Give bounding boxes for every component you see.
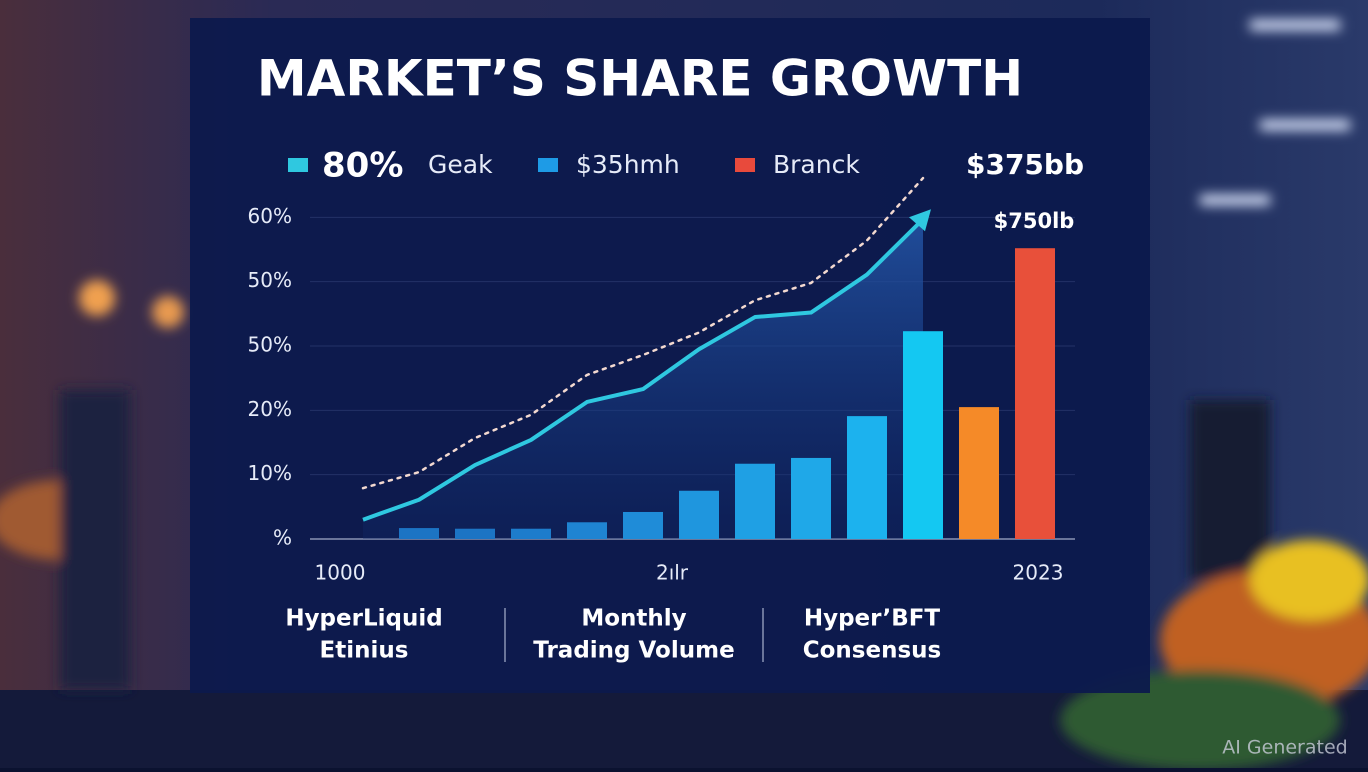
legend-swatch [538, 158, 558, 172]
plot: % 10% 20% 50% 50% 60% 1000 2ılr 2023 [248, 176, 1075, 585]
line [362, 217, 925, 522]
x-axis-label: 1000 [315, 561, 366, 585]
y-tick-label: 10% [248, 461, 292, 485]
annotation: $375bb [966, 148, 1084, 181]
bar [735, 463, 775, 539]
chart-panel [190, 18, 1150, 693]
bar [959, 407, 999, 539]
caption: Trading Volume [533, 638, 734, 664]
bar [511, 528, 551, 539]
legend-swatch [288, 158, 308, 172]
legend-label: $35hmh [576, 150, 680, 179]
y-tick-label: % [273, 526, 292, 550]
x-axis-label: 2ılr [656, 561, 689, 585]
y-tick-label: 20% [248, 397, 292, 421]
y-tick-label: 50% [248, 268, 292, 292]
bar [1015, 248, 1055, 540]
annotation: $750lb [994, 209, 1075, 233]
trend-line [361, 176, 925, 490]
y-tick-label: 50% [248, 333, 292, 357]
bar [567, 522, 607, 539]
legend-label: Geak [428, 150, 493, 179]
bar [903, 331, 943, 539]
arrow-head [909, 209, 931, 232]
caption: Hyper’BFT [804, 606, 941, 632]
legend-note: 80% [322, 146, 403, 186]
chart-title: MARKET’S SHARE GROWTH [257, 50, 1023, 108]
legend-label: Branck [773, 150, 860, 179]
caption: Monthly [581, 606, 686, 632]
caption: HyperLiquid [285, 606, 442, 632]
legend-swatch [735, 158, 755, 172]
x-axis-label: 2023 [1013, 561, 1064, 585]
bar [679, 490, 719, 539]
area-fill [363, 219, 923, 539]
watermark: AI Generated [1222, 737, 1347, 759]
bar [623, 511, 663, 539]
y-tick-label: 60% [248, 204, 292, 228]
legend: 80% Geak $35hmh Branck [288, 146, 860, 186]
bar [847, 416, 887, 539]
bar [399, 528, 439, 539]
bar [455, 528, 495, 539]
bar [791, 457, 831, 539]
caption: Etinius [320, 638, 409, 664]
caption: Consensus [803, 638, 941, 664]
